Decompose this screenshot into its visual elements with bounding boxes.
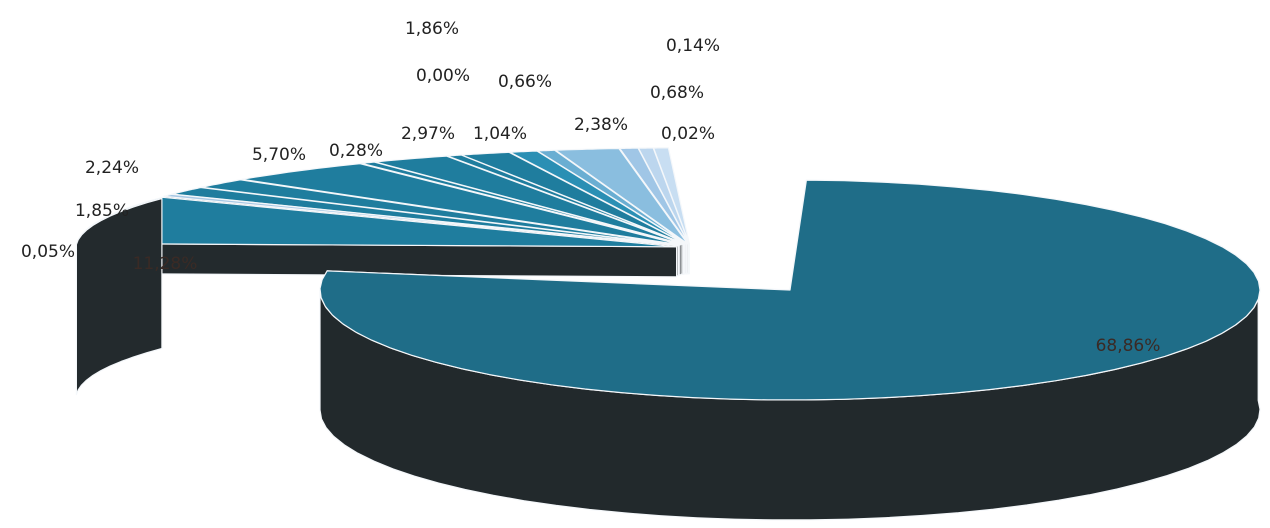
pie-slice-label-2: 0,05% [21,242,75,262]
pie-slice-label-11: 0,66% [498,72,552,92]
pie-slice-7 [374,155,685,245]
pie-slice-label-13: 0,68% [650,83,704,103]
pie-slice-label-6: 0,28% [329,141,383,161]
pie-slice-9 [461,151,686,245]
pie-slice-label-8: 0,00% [416,66,470,86]
pie-slice-12 [555,147,689,245]
pie-slice-10 [509,150,687,245]
pie-slice-3 [171,186,680,247]
pie-slice-label-9: 1,86% [405,19,459,39]
pie-slice-label-14: 0,14% [666,36,720,56]
pie-slice-label-10: 1,04% [473,124,527,144]
pie-slice-label-4: 2,24% [85,158,139,178]
pie-slice-0 [319,179,1261,401]
pie-slice-5 [241,163,682,246]
pie-slice-label-1: 11,28% [133,254,198,274]
pie-slice-label-12: 2,38% [574,115,628,135]
pie-slice-label-15: 0,02% [661,124,715,144]
pie-slice-label-3: 1,85% [75,201,129,221]
pie-slice-13 [619,147,690,245]
slices-layer [75,147,1261,521]
pie-slice-label-5: 5,70% [252,145,306,165]
labels-layer: 68,86% 11,28% 0,05% 1,85% 2,24% 5,70% 0,28% 2,9… [21,19,1160,356]
pie-slice-6 [361,161,684,245]
pie-slice-8 [446,154,686,245]
pie-slice-label-7: 2,97% [401,124,455,144]
big-slice-group [319,179,1261,521]
pie-slice-wall-1 [75,197,163,396]
pie-slice-label-0: 68,86% [1096,336,1161,356]
pie-slice-2 [163,193,679,247]
pie-slice-4 [200,179,680,246]
small-slices [75,147,690,396]
